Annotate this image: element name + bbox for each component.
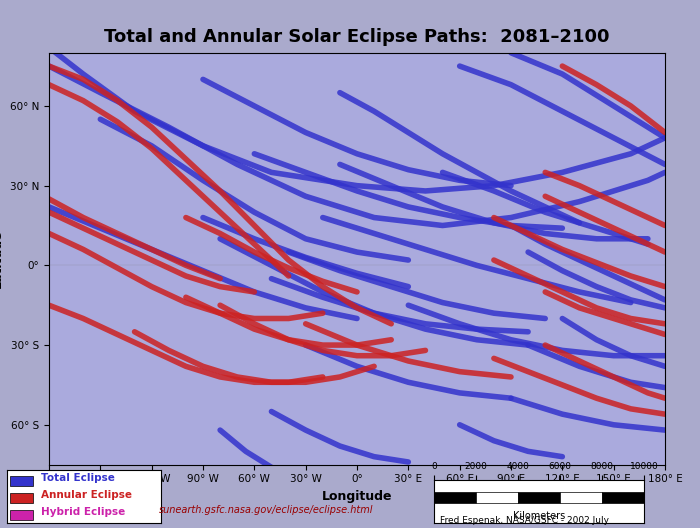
Text: Hybrid Eclipse: Hybrid Eclipse	[41, 507, 125, 517]
Bar	[476, 492, 518, 503]
Bar	[602, 492, 644, 503]
Title: Total and Annular Solar Eclipse Paths:  2081–2100: Total and Annular Solar Eclipse Paths: 2…	[104, 27, 610, 46]
Text: Total Eclipse: Total Eclipse	[41, 474, 115, 483]
Text: sunearth.gsfc.nasa.gov/eclipse/eclipse.html: sunearth.gsfc.nasa.gov/eclipse/eclipse.h…	[159, 505, 373, 514]
Bar	[518, 492, 560, 503]
Bar	[434, 492, 476, 503]
Y-axis label: Latitude: Latitude	[0, 229, 4, 288]
FancyBboxPatch shape	[10, 493, 33, 503]
Text: Annular Eclipse: Annular Eclipse	[41, 491, 132, 500]
FancyBboxPatch shape	[10, 476, 33, 486]
Text: Fred Espenak, NASA/GSFC - 2002 July: Fred Espenak, NASA/GSFC - 2002 July	[440, 515, 610, 525]
FancyBboxPatch shape	[10, 510, 33, 520]
Text: Kilometers: Kilometers	[513, 512, 565, 521]
X-axis label: Longitude: Longitude	[322, 490, 392, 503]
Bar	[560, 492, 602, 503]
